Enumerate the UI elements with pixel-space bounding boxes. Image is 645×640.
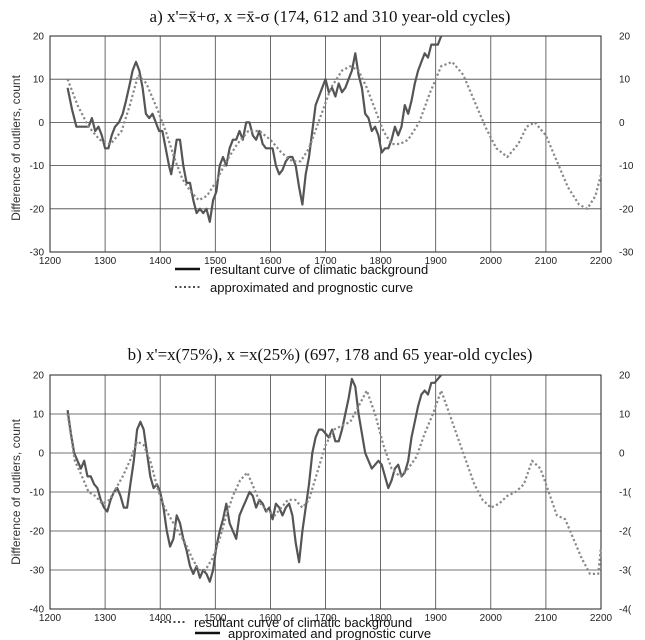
panel-b-right-y-tick-label: -4( (619, 605, 632, 616)
panel-b-y-tick-label: -20 (30, 527, 45, 538)
panel-a-x-tick-label: 2000 (480, 256, 503, 267)
panel-b-right-y-tick-label: -3( (619, 566, 632, 577)
panel-a-series (66, 35, 603, 223)
panel-a-y-axis-label: Difference of outliers, count (9, 74, 23, 221)
panel-b-x-tick-label: 1700 (314, 613, 337, 624)
panel-b-right-y-tick-labels: 20 10 0 -1( -2( -3( -4( (619, 371, 632, 616)
panel-b-x-tick-labels: 1200 1300 1400 1500 1600 1700 1800 1900 2000 2100… (39, 613, 613, 624)
panel-a-title: a) x'=x̄+σ, x =x̄-σ (174, 612 and 310 ye… (150, 7, 511, 26)
panel-a-x-tick-label: 1800 (369, 256, 392, 267)
panel-b-right-y-tick-label: -1( (619, 488, 632, 499)
panel-b-left-y-tick-labels: 20 10 0 -10 -20 -30 -40 (30, 371, 45, 616)
panel-a: a) x'=x̄+σ, x =x̄-σ (174, 612 and 310 ye… (9, 7, 634, 295)
panel-a-x-tick-label: 2200 (590, 256, 613, 267)
panel-b-dotted-series-line (66, 389, 603, 576)
panel-a-solid-series-line (66, 35, 443, 223)
panel-b-x-tick-label: 1200 (39, 613, 62, 624)
panel-b-y-tick-label: 10 (33, 410, 45, 421)
panel-b-x-tick-label: 1500 (204, 613, 227, 624)
panel-b-x-tick-label: 1300 (94, 613, 117, 624)
panel-b-y-tick-label: -10 (30, 488, 45, 499)
panel-b-y-tick-label: -40 (30, 605, 45, 616)
panel-a-legend: resultant curve of climatic background a… (175, 262, 428, 295)
panel-b-x-tick-label: 1800 (369, 613, 392, 624)
panel-a-y-tick-label: -20 (30, 204, 45, 215)
panel-b-y-tick-label: 20 (33, 371, 45, 382)
panel-a-y-tick-label: 0 (38, 118, 44, 129)
panel-b-legend-label-1: resultant curve of climatic background (194, 615, 412, 630)
panel-b-right-y-tick-label: 0 (619, 449, 625, 460)
panel-b-series (66, 374, 603, 583)
panel-b-y-tick-label: -30 (30, 566, 45, 577)
panel-b-right-y-tick-label: 20 (619, 371, 631, 382)
panel-a-x-tick-label: 1900 (425, 256, 448, 267)
panel-b-x-tick-label: 1400 (149, 613, 172, 624)
panel-b-y-tick-label: 0 (38, 449, 44, 460)
panel-a-y-tick-label: -10 (30, 161, 45, 172)
panel-a-right-y-tick-label: -30 (619, 248, 634, 259)
panel-a-right-y-tick-label: 10 (619, 75, 631, 86)
panel-a-x-tick-label: 1200 (39, 256, 62, 267)
panel-a-x-tick-label: 1500 (204, 256, 227, 267)
panel-a-dotted-series-line (66, 60, 603, 210)
panel-a-x-tick-label: 2100 (535, 256, 558, 267)
panel-a-left-y-tick-labels: 20 10 0 -10 -20 -30 (30, 32, 45, 259)
panel-b-x-tick-label: 1900 (425, 613, 448, 624)
panel-b-solid-series-line (66, 374, 443, 583)
panel-b-grid (50, 375, 601, 609)
panel-a-right-y-tick-label: -20 (619, 204, 634, 215)
panel-a-legend-label-2: approximated and prognostic curve (210, 280, 413, 295)
panel-a-right-y-tick-labels: 20 10 0 -10 -20 -30 (619, 32, 634, 259)
panel-a-right-y-tick-label: 0 (619, 118, 625, 129)
panel-a-x-tick-label: 1400 (149, 256, 172, 267)
panel-a-y-tick-label: 20 (33, 32, 45, 43)
panel-b-right-y-tick-label: 10 (619, 410, 631, 421)
panel-b-x-tick-label: 2100 (535, 613, 558, 624)
panel-b-title: b) x'=x(75%), x =x(25%) (697, 178 and 65… (128, 345, 533, 364)
panel-b-y-axis-label: Difference of outliers, count (9, 418, 23, 565)
panel-a-x-tick-label: 1700 (314, 256, 337, 267)
panel-a-x-tick-labels: 1200 1300 1400 1500 1600 1700 1800 1900 2000 2100… (39, 256, 613, 267)
panel-a-y-tick-label: 10 (33, 75, 45, 86)
panel-b-legend-label-2: approximated and prognostic curve (228, 626, 431, 640)
panel-a-x-tick-label: 1300 (94, 256, 117, 267)
panel-b-legend: resultant curve of climatic background a… (160, 615, 431, 640)
panel-a-right-y-tick-label: -10 (619, 161, 634, 172)
panel-a-legend-label-1: resultant curve of climatic background (210, 262, 428, 277)
panel-b-x-tick-label: 1600 (259, 613, 282, 624)
panel-a-y-tick-label: -30 (30, 248, 45, 259)
panel-b-right-y-tick-label: -2( (619, 527, 632, 538)
panel-b-x-tick-label: 2000 (480, 613, 503, 624)
panel-b: b) x'=x(75%), x =x(25%) (697, 178 and 65… (9, 345, 632, 640)
panel-b-x-tick-label: 2200 (590, 613, 613, 624)
panel-a-x-tick-label: 1600 (259, 256, 282, 267)
panel-a-right-y-tick-label: 20 (619, 32, 631, 43)
